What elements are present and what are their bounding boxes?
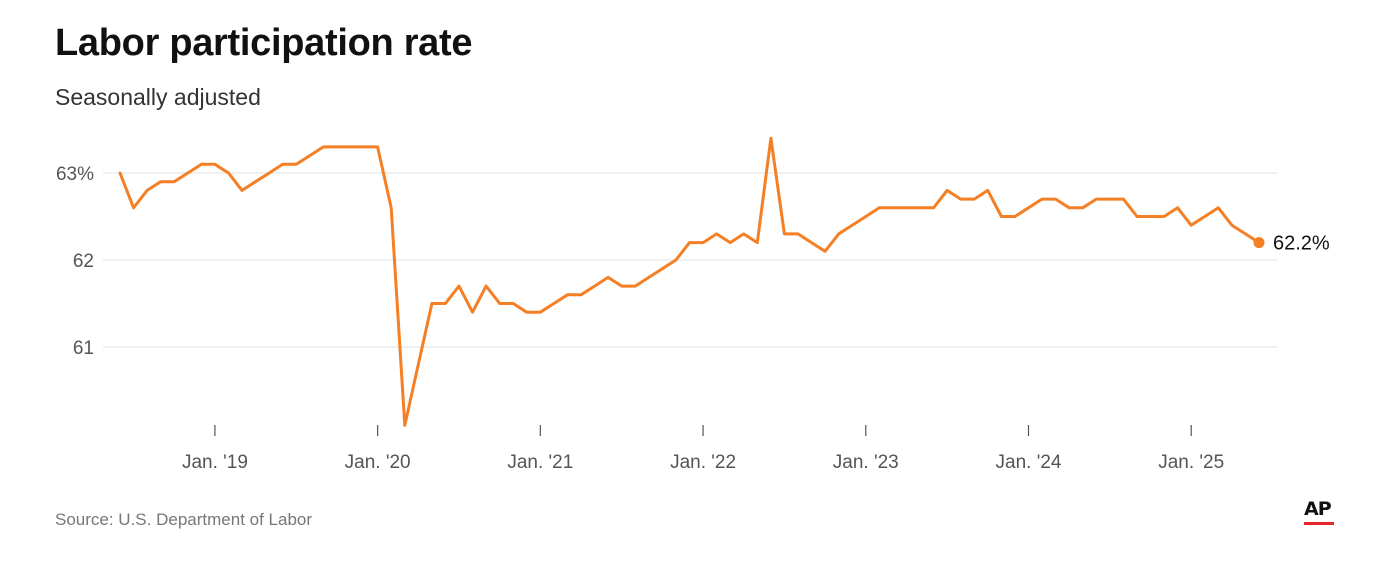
y-tick-label: 61 xyxy=(73,338,94,359)
x-tick-label: Jan. '24 xyxy=(996,452,1062,473)
x-tick-label: Jan. '19 xyxy=(182,452,248,473)
ap-logo-text: AP xyxy=(1304,498,1332,520)
y-tick-label: 62 xyxy=(73,251,94,272)
ap-logo-bar xyxy=(1304,522,1334,525)
ap-logo: AP xyxy=(1304,498,1334,525)
end-point-marker xyxy=(1253,237,1265,249)
end-value-label: 62.2% xyxy=(1273,233,1330,255)
x-tick-label: Jan. '23 xyxy=(833,452,899,473)
chart-title: Labor participation rate xyxy=(55,22,473,64)
y-tick-label: 63% xyxy=(56,164,94,185)
chart-subtitle: Seasonally adjusted xyxy=(55,84,261,110)
x-tick-label: Jan. '22 xyxy=(670,452,736,473)
x-tick-label: Jan. '20 xyxy=(345,452,411,473)
x-tick-label: Jan. '21 xyxy=(507,452,573,473)
x-tick-label: Jan. '25 xyxy=(1158,452,1224,473)
source-note: Source: U.S. Department of Labor xyxy=(55,510,313,529)
series-line xyxy=(118,136,1261,427)
